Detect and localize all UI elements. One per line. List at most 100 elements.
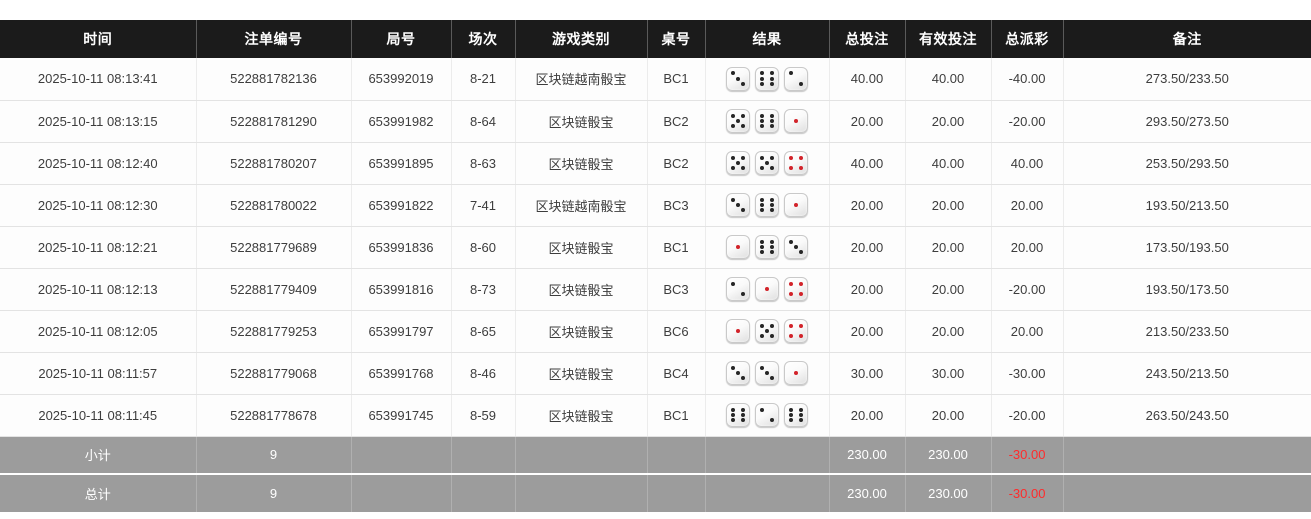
cell-result bbox=[705, 184, 830, 227]
dice-pip bbox=[788, 323, 793, 328]
dice-pip bbox=[799, 155, 804, 160]
table-row[interactable]: 2025-10-11 08:11:45 522881778678 653991745… bbox=[0, 394, 1311, 437]
table-row[interactable]: 2025-10-11 08:12:13 522881779409 653991816… bbox=[0, 268, 1311, 311]
cell-time: 2025-10-11 08:12:13 bbox=[0, 268, 197, 311]
summary-empty-round bbox=[351, 474, 452, 512]
summary-empty-tableno bbox=[647, 436, 706, 475]
column-header-round[interactable]: 局号 bbox=[350, 20, 452, 58]
column-header-session[interactable]: 场次 bbox=[450, 20, 516, 58]
dice-pip bbox=[730, 418, 735, 423]
dice-pip bbox=[788, 239, 793, 244]
dice-face-2 bbox=[784, 66, 808, 91]
column-header-result[interactable]: 结果 bbox=[704, 20, 830, 58]
cell-bet-number: 522881779409 bbox=[196, 268, 352, 311]
dice-pip bbox=[770, 418, 775, 423]
dice-pip bbox=[799, 250, 804, 255]
summary-row: 总计 9 230.00 230.00 -30.00 bbox=[0, 474, 1311, 512]
cell-bet-number: 522881781290 bbox=[196, 100, 352, 143]
dice-pip bbox=[770, 166, 775, 171]
column-header-time[interactable]: 时间 bbox=[0, 20, 197, 58]
dice-pip bbox=[730, 166, 735, 171]
dice-face-4 bbox=[784, 277, 808, 301]
dice-pip bbox=[788, 281, 793, 286]
cell-game-type: 区块链骰宝 bbox=[515, 100, 648, 143]
cell-remark: 293.50/273.50 bbox=[1063, 100, 1311, 143]
column-header-tableno[interactable]: 桌号 bbox=[646, 20, 706, 58]
cell-bet-number: 522881780022 bbox=[196, 184, 352, 227]
dice-pip bbox=[730, 281, 735, 286]
dice-pip bbox=[741, 418, 746, 423]
cell-bet-number: 522881779689 bbox=[196, 226, 352, 269]
table-row[interactable]: 2025-10-11 08:11:57 522881779068 653991768… bbox=[0, 352, 1311, 395]
cell-table-number: BC1 bbox=[647, 58, 706, 101]
column-header-totalbet[interactable]: 总投注 bbox=[828, 20, 906, 58]
cell-remark: 173.50/193.50 bbox=[1063, 226, 1311, 269]
summary-empty-remark bbox=[1063, 436, 1311, 475]
dice-group bbox=[706, 277, 829, 301]
cell-result bbox=[705, 268, 830, 311]
dice-pip bbox=[759, 407, 764, 412]
dice-pip bbox=[759, 118, 764, 123]
dice-face-6 bbox=[784, 403, 808, 427]
dice-pip bbox=[759, 155, 764, 160]
dice-pip bbox=[759, 365, 764, 370]
summary-total-bet: 230.00 bbox=[829, 474, 906, 512]
column-header-betno[interactable]: 注单编号 bbox=[195, 20, 352, 58]
dice-pip bbox=[759, 71, 764, 76]
dice-pip bbox=[741, 376, 746, 381]
summary-empty-result bbox=[705, 474, 830, 512]
dice-group bbox=[706, 109, 829, 133]
summary-empty-round bbox=[351, 436, 452, 475]
dice-face-3 bbox=[726, 193, 750, 217]
cell-round-number: 653991822 bbox=[351, 184, 452, 227]
dice-face-1 bbox=[784, 193, 808, 217]
cell-payout: -20.00 bbox=[991, 268, 1064, 311]
dice-group bbox=[706, 403, 829, 427]
cell-result bbox=[705, 352, 830, 395]
cell-payout: 20.00 bbox=[991, 184, 1064, 227]
cell-valid-bet: 20.00 bbox=[905, 268, 992, 311]
dice-pip bbox=[730, 71, 735, 76]
dice-pip bbox=[759, 323, 764, 328]
dice-face-5 bbox=[755, 151, 779, 175]
dice-pip bbox=[764, 328, 769, 333]
cell-session: 8-60 bbox=[451, 226, 516, 269]
cell-total-bet: 20.00 bbox=[829, 310, 906, 353]
summary-payout: -30.00 bbox=[991, 474, 1064, 512]
cell-round-number: 653991982 bbox=[351, 100, 452, 143]
dice-face-6 bbox=[755, 109, 779, 133]
dice-pip bbox=[735, 244, 740, 249]
table-row[interactable]: 2025-10-11 08:12:05 522881779253 653991797… bbox=[0, 310, 1311, 353]
dice-pip bbox=[741, 124, 746, 129]
cell-session: 7-41 bbox=[451, 184, 516, 227]
cell-valid-bet: 40.00 bbox=[905, 58, 992, 101]
cell-payout: 40.00 bbox=[991, 142, 1064, 185]
dice-face-6 bbox=[755, 193, 779, 217]
dice-pip bbox=[799, 281, 804, 286]
cell-valid-bet: 20.00 bbox=[905, 226, 992, 269]
dice-pip bbox=[793, 244, 798, 249]
dice-pip bbox=[788, 418, 793, 423]
table-body: 2025-10-11 08:13:41 522881782136 653992019… bbox=[0, 58, 1311, 437]
table-row[interactable]: 2025-10-11 08:12:40 522881780207 653991895… bbox=[0, 142, 1311, 185]
dice-pip bbox=[799, 323, 804, 328]
column-header-game[interactable]: 游戏类别 bbox=[514, 20, 648, 58]
column-header-payout[interactable]: 总派彩 bbox=[990, 20, 1064, 58]
dice-pip bbox=[759, 334, 764, 339]
table-row[interactable]: 2025-10-11 08:13:15 522881781290 653991982… bbox=[0, 100, 1311, 143]
column-header-validbet[interactable]: 有效投注 bbox=[904, 20, 992, 58]
dice-pip bbox=[764, 286, 769, 291]
dice-face-1 bbox=[784, 361, 808, 385]
column-header-remark[interactable]: 备注 bbox=[1062, 20, 1311, 58]
cell-remark: 273.50/233.50 bbox=[1063, 58, 1311, 101]
cell-bet-number: 522881779253 bbox=[196, 310, 352, 353]
table-row[interactable]: 2025-10-11 08:12:30 522881780022 653991822… bbox=[0, 184, 1311, 227]
summary-row: 小计 9 230.00 230.00 -30.00 bbox=[0, 436, 1311, 475]
dice-pip bbox=[788, 412, 793, 417]
summary-empty-remark bbox=[1063, 474, 1311, 512]
dice-pip bbox=[788, 71, 793, 76]
dice-face-4 bbox=[784, 151, 808, 175]
cell-session: 8-59 bbox=[451, 394, 516, 437]
table-row[interactable]: 2025-10-11 08:13:41 522881782136 653992019… bbox=[0, 58, 1311, 101]
table-row[interactable]: 2025-10-11 08:12:21 522881779689 653991836… bbox=[0, 226, 1311, 269]
